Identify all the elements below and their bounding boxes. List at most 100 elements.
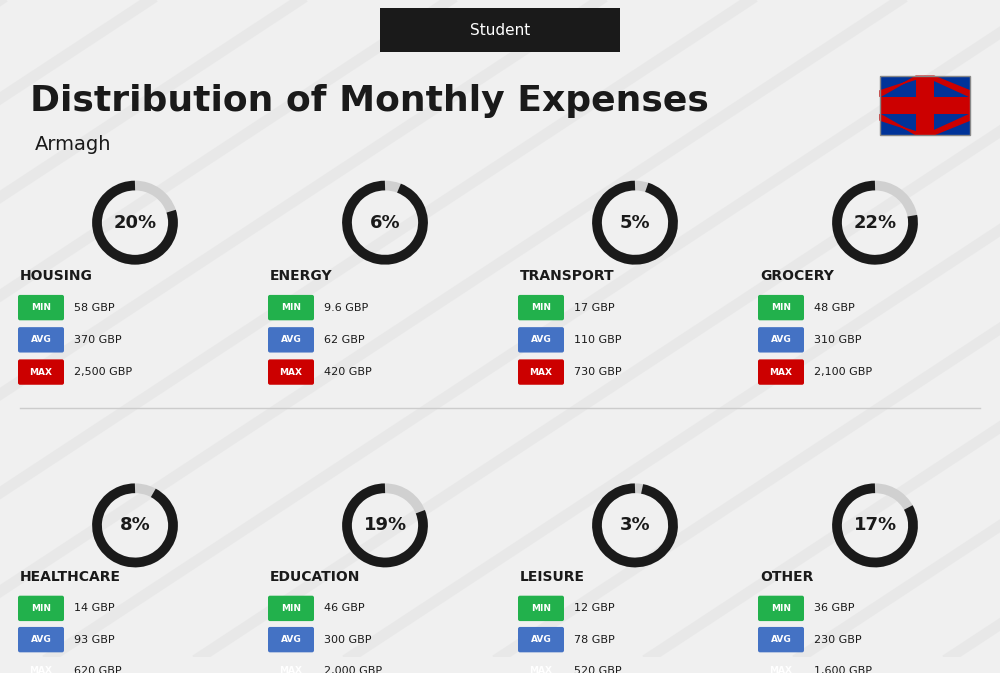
- Text: ENERGY: ENERGY: [270, 269, 333, 283]
- Text: Armagh: Armagh: [35, 135, 112, 154]
- FancyBboxPatch shape: [518, 327, 564, 353]
- Text: MAX: MAX: [770, 666, 792, 673]
- FancyBboxPatch shape: [518, 596, 564, 621]
- Text: 1,600 GBP: 1,600 GBP: [814, 666, 872, 673]
- Polygon shape: [880, 76, 970, 135]
- FancyBboxPatch shape: [518, 658, 564, 673]
- FancyBboxPatch shape: [758, 359, 804, 385]
- Text: 58 GBP: 58 GBP: [74, 303, 115, 313]
- Text: OTHER: OTHER: [760, 570, 813, 584]
- FancyBboxPatch shape: [916, 76, 934, 135]
- Polygon shape: [925, 114, 970, 135]
- Text: 2,100 GBP: 2,100 GBP: [814, 367, 872, 377]
- FancyBboxPatch shape: [758, 327, 804, 353]
- FancyBboxPatch shape: [880, 76, 970, 135]
- Text: 78 GBP: 78 GBP: [574, 635, 615, 645]
- Text: 17%: 17%: [853, 516, 897, 534]
- Text: MIN: MIN: [531, 604, 551, 613]
- Text: 420 GBP: 420 GBP: [324, 367, 372, 377]
- Text: GROCERY: GROCERY: [760, 269, 834, 283]
- Text: MIN: MIN: [31, 604, 51, 613]
- FancyBboxPatch shape: [880, 97, 970, 114]
- FancyBboxPatch shape: [18, 327, 64, 353]
- Text: 3%: 3%: [620, 516, 650, 534]
- Polygon shape: [880, 114, 925, 135]
- Text: 20%: 20%: [113, 213, 157, 232]
- Text: 2,000 GBP: 2,000 GBP: [324, 666, 382, 673]
- Text: 230 GBP: 230 GBP: [814, 635, 862, 645]
- Text: LEISURE: LEISURE: [520, 570, 585, 584]
- Text: 12 GBP: 12 GBP: [574, 604, 615, 613]
- Text: 48 GBP: 48 GBP: [814, 303, 855, 313]
- Text: AVG: AVG: [281, 335, 301, 345]
- FancyBboxPatch shape: [268, 359, 314, 385]
- Text: 14 GBP: 14 GBP: [74, 604, 115, 613]
- Text: AVG: AVG: [281, 635, 301, 644]
- Text: 19%: 19%: [363, 516, 407, 534]
- Text: MAX: MAX: [30, 666, 52, 673]
- Text: Distribution of Monthly Expenses: Distribution of Monthly Expenses: [30, 83, 709, 118]
- Text: MAX: MAX: [280, 666, 302, 673]
- Text: 17 GBP: 17 GBP: [574, 303, 615, 313]
- Text: 8%: 8%: [120, 516, 150, 534]
- FancyBboxPatch shape: [18, 658, 64, 673]
- FancyBboxPatch shape: [268, 295, 314, 320]
- Text: AVG: AVG: [771, 335, 791, 345]
- Text: 730 GBP: 730 GBP: [574, 367, 622, 377]
- FancyBboxPatch shape: [268, 658, 314, 673]
- Polygon shape: [925, 76, 970, 97]
- Text: AVG: AVG: [531, 635, 551, 644]
- Text: 5%: 5%: [620, 213, 650, 232]
- Text: 300 GBP: 300 GBP: [324, 635, 372, 645]
- Text: 6%: 6%: [370, 213, 400, 232]
- Text: MAX: MAX: [530, 367, 552, 377]
- Text: AVG: AVG: [31, 335, 51, 345]
- FancyBboxPatch shape: [518, 627, 564, 652]
- Text: MAX: MAX: [770, 367, 792, 377]
- FancyBboxPatch shape: [18, 627, 64, 652]
- Text: 22%: 22%: [853, 213, 897, 232]
- Text: HEALTHCARE: HEALTHCARE: [20, 570, 121, 584]
- FancyBboxPatch shape: [758, 627, 804, 652]
- FancyBboxPatch shape: [268, 327, 314, 353]
- Text: MIN: MIN: [281, 303, 301, 312]
- Text: HOUSING: HOUSING: [20, 269, 93, 283]
- FancyBboxPatch shape: [758, 658, 804, 673]
- Text: 2,500 GBP: 2,500 GBP: [74, 367, 132, 377]
- FancyBboxPatch shape: [268, 627, 314, 652]
- FancyBboxPatch shape: [268, 596, 314, 621]
- Polygon shape: [880, 76, 925, 97]
- Text: AVG: AVG: [771, 635, 791, 644]
- Text: 520 GBP: 520 GBP: [574, 666, 622, 673]
- Text: 310 GBP: 310 GBP: [814, 335, 862, 345]
- Text: MIN: MIN: [771, 604, 791, 613]
- FancyBboxPatch shape: [518, 295, 564, 320]
- Text: MAX: MAX: [280, 367, 302, 377]
- Text: AVG: AVG: [31, 635, 51, 644]
- Text: TRANSPORT: TRANSPORT: [520, 269, 615, 283]
- Text: 110 GBP: 110 GBP: [574, 335, 622, 345]
- Text: 370 GBP: 370 GBP: [74, 335, 122, 345]
- Text: MAX: MAX: [30, 367, 52, 377]
- FancyBboxPatch shape: [18, 295, 64, 320]
- Text: AVG: AVG: [531, 335, 551, 345]
- Text: 620 GBP: 620 GBP: [74, 666, 122, 673]
- Text: MIN: MIN: [281, 604, 301, 613]
- Text: MIN: MIN: [531, 303, 551, 312]
- Text: MIN: MIN: [31, 303, 51, 312]
- Text: MIN: MIN: [771, 303, 791, 312]
- FancyBboxPatch shape: [518, 359, 564, 385]
- Text: 46 GBP: 46 GBP: [324, 604, 365, 613]
- Text: 9.6 GBP: 9.6 GBP: [324, 303, 368, 313]
- FancyBboxPatch shape: [380, 8, 620, 52]
- Text: MAX: MAX: [530, 666, 552, 673]
- FancyBboxPatch shape: [18, 359, 64, 385]
- FancyBboxPatch shape: [758, 596, 804, 621]
- FancyBboxPatch shape: [18, 596, 64, 621]
- Text: EDUCATION: EDUCATION: [270, 570, 360, 584]
- Text: 36 GBP: 36 GBP: [814, 604, 854, 613]
- Text: 62 GBP: 62 GBP: [324, 335, 365, 345]
- Text: Student: Student: [470, 23, 530, 38]
- FancyBboxPatch shape: [758, 295, 804, 320]
- Text: 93 GBP: 93 GBP: [74, 635, 115, 645]
